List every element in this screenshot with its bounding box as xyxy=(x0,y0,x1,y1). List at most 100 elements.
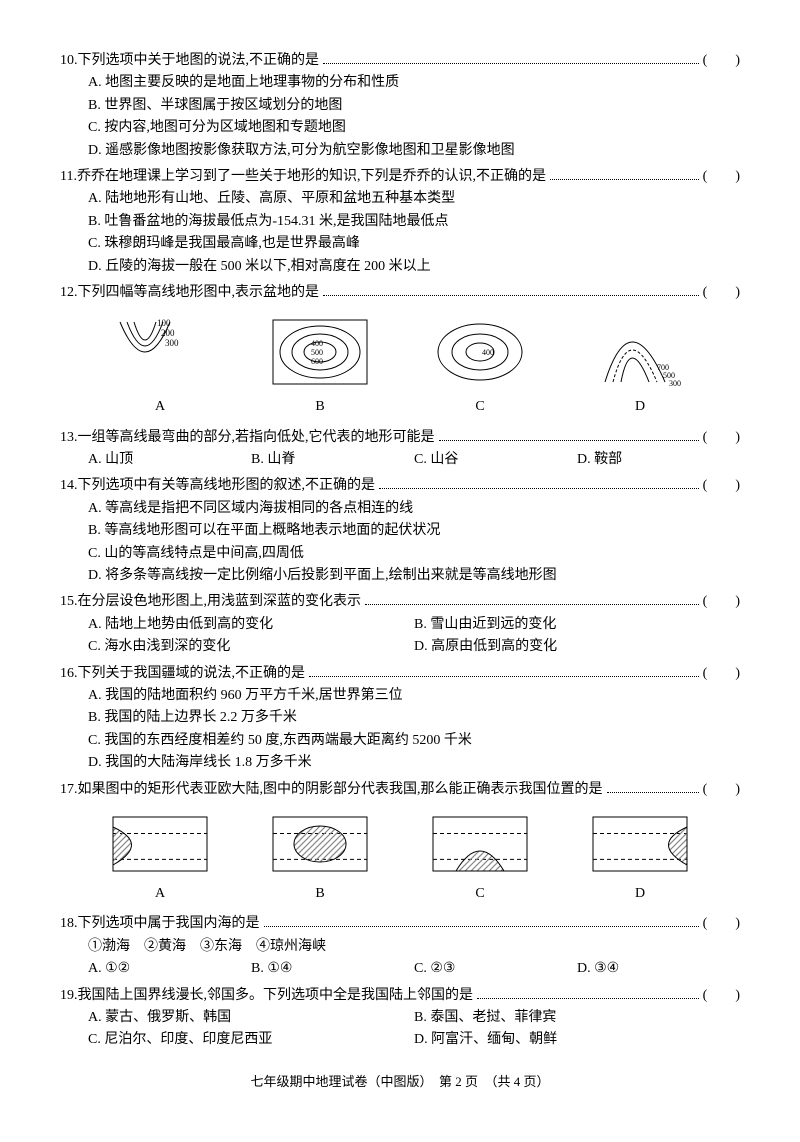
figure-item: 400 500 600 B xyxy=(265,312,375,418)
options: A. 蒙古、俄罗斯、韩国B. 泰国、老挝、菲律宾C. 尼泊尔、印度、印度尼西亚D… xyxy=(60,1007,740,1052)
question-stem-line: 14.下列选项中有关等高线地形图的叙述,不正确的是 ( ) xyxy=(60,475,740,497)
option: A. 等高线是指把不同区域内海拔相同的各点相连的线 xyxy=(88,498,740,520)
svg-text:100: 100 xyxy=(157,318,171,328)
options: A. 我国的陆地面积约 960 万平方千米,居世界第三位B. 我国的陆上边界长 … xyxy=(60,685,740,775)
option: D. 将多条等高线按一定比例缩小后投影到平面上,绘制出来就是等高线地形图 xyxy=(88,565,740,587)
option: B. ①④ xyxy=(251,958,414,980)
answer-paren: ( ) xyxy=(703,282,740,304)
leader-dots xyxy=(439,440,699,441)
option: D. 高原由低到高的变化 xyxy=(414,636,740,658)
question: 14.下列选项中有关等高线地形图的叙述,不正确的是 ( ) A. 等高线是指把不… xyxy=(60,475,740,587)
figure-row: A B C D xyxy=(60,809,740,905)
question-stem-line: 15.在分层设色地形图上,用浅蓝到深蓝的变化表示 ( ) xyxy=(60,591,740,613)
option: C. ②③ xyxy=(414,958,577,980)
question: 18.下列选项中属于我国内海的是 ( ) ①渤海 ②黄海 ③东海 ④琼州海峡A.… xyxy=(60,913,740,980)
figure-label: D xyxy=(585,396,695,418)
option: D. 遥感影像地图按影像获取方法,可分为航空影像地图和卫星影像地图 xyxy=(88,140,740,162)
question-stem: 19.我国陆上国界线漫长,邻国多。下列选项中全是我国陆上邻国的是 xyxy=(60,985,473,1007)
question-stem: 13.一组等高线最弯曲的部分,若指向低处,它代表的地形可能是 xyxy=(60,427,435,449)
svg-text:400: 400 xyxy=(311,339,323,348)
options: A. 地图主要反映的是地面上地理事物的分布和性质B. 世界图、半球图属于按区域划… xyxy=(60,72,740,162)
option: A. 陆地地形有山地、丘陵、高原、平原和盆地五种基本类型 xyxy=(88,188,740,210)
figure-label: C xyxy=(425,396,535,418)
option: C. 山谷 xyxy=(414,449,577,471)
options: A. 陆地地形有山地、丘陵、高原、平原和盆地五种基本类型B. 吐鲁番盆地的海拔最… xyxy=(60,188,740,278)
figure-label: D xyxy=(585,883,695,905)
figure-item: B xyxy=(265,809,375,905)
leader-dots xyxy=(607,792,699,793)
answer-paren: ( ) xyxy=(703,591,740,613)
question: 13.一组等高线最弯曲的部分,若指向低处,它代表的地形可能是 ( ) A. 山顶… xyxy=(60,427,740,472)
question-stem-line: 18.下列选项中属于我国内海的是 ( ) xyxy=(60,913,740,935)
question-stem: 12.下列四幅等高线地形图中,表示盆地的是 xyxy=(60,282,319,304)
option: B. 世界图、半球图属于按区域划分的地图 xyxy=(88,95,740,117)
figure-item: 700 500 300 D xyxy=(585,312,695,418)
option: A. 我国的陆地面积约 960 万平方千米,居世界第三位 xyxy=(88,685,740,707)
option: D. 鞍部 xyxy=(577,449,740,471)
question: 10.下列选项中关于地图的说法,不正确的是 ( ) A. 地图主要反映的是地面上… xyxy=(60,50,740,162)
question: 15.在分层设色地形图上,用浅蓝到深蓝的变化表示 ( ) A. 陆地上地势由低到… xyxy=(60,591,740,658)
question-stem-line: 13.一组等高线最弯曲的部分,若指向低处,它代表的地形可能是 ( ) xyxy=(60,427,740,449)
svg-text:500: 500 xyxy=(311,348,323,357)
question: 16.下列关于我国疆域的说法,不正确的是 ( ) A. 我国的陆地面积约 960… xyxy=(60,663,740,775)
option: A. ①② xyxy=(88,958,251,980)
options: A. ①②B. ①④C. ②③D. ③④ xyxy=(60,958,740,980)
question-stem-line: 10.下列选项中关于地图的说法,不正确的是 ( ) xyxy=(60,50,740,72)
option: D. 阿富汗、缅甸、朝鲜 xyxy=(414,1029,740,1051)
options: A. 陆地上地势由低到高的变化B. 雪山由近到远的变化C. 海水由浅到深的变化D… xyxy=(60,614,740,659)
option: B. 吐鲁番盆地的海拔最低点为-154.31 米,是我国陆地最低点 xyxy=(88,211,740,233)
question: 17.如果图中的矩形代表亚欧大陆,图中的阴影部分代表我国,那么能正确表示我国位置… xyxy=(60,779,740,906)
contour-c-svg: 400 xyxy=(425,312,535,392)
figure-row: 100 200 300 A 400 500 600 B 400 C 700 50… xyxy=(60,312,740,418)
answer-paren: ( ) xyxy=(703,427,740,449)
question-stem: 10.下列选项中关于地图的说法,不正确的是 xyxy=(60,50,319,72)
option: C. 海水由浅到深的变化 xyxy=(88,636,414,658)
option: C. 珠穆朗玛峰是我国最高峰,也是世界最高峰 xyxy=(88,233,740,255)
answer-paren: ( ) xyxy=(703,475,740,497)
contour-d-svg: 700 500 300 xyxy=(585,312,695,392)
option: C. 尼泊尔、印度、印度尼西亚 xyxy=(88,1029,414,1051)
svg-text:300: 300 xyxy=(165,338,179,348)
svg-text:200: 200 xyxy=(161,328,175,338)
figure-label: B xyxy=(265,396,375,418)
figure-label: C xyxy=(425,883,535,905)
question: 12.下列四幅等高线地形图中,表示盆地的是 ( ) 100 200 300 A … xyxy=(60,282,740,419)
question-stem-line: 17.如果图中的矩形代表亚欧大陆,图中的阴影部分代表我国,那么能正确表示我国位置… xyxy=(60,779,740,801)
svg-text:400: 400 xyxy=(482,348,494,357)
footer-text: 七年级期中地理试卷（中图版） 第 2 页 （共 4 页） xyxy=(250,1074,549,1089)
option: B. 泰国、老挝、菲律宾 xyxy=(414,1007,740,1029)
option: C. 山的等高线特点是中间高,四周低 xyxy=(88,543,740,565)
option: D. ③④ xyxy=(577,958,740,980)
option: D. 丘陵的海拔一般在 500 米以下,相对高度在 200 米以上 xyxy=(88,256,740,278)
question-stem: 11.乔乔在地理课上学习到了一些关于地形的知识,下列是乔乔的认识,不正确的是 xyxy=(60,166,546,188)
option: A. 山顶 xyxy=(88,449,251,471)
figure-item: D xyxy=(585,809,695,905)
page-footer: 七年级期中地理试卷（中图版） 第 2 页 （共 4 页） xyxy=(60,1072,740,1093)
question-stem: 17.如果图中的矩形代表亚欧大陆,图中的阴影部分代表我国,那么能正确表示我国位置… xyxy=(60,779,603,801)
question-stem: 18.下列选项中属于我国内海的是 xyxy=(60,913,260,935)
question: 19.我国陆上国界线漫长,邻国多。下列选项中全是我国陆上邻国的是 ( ) A. … xyxy=(60,985,740,1052)
exam-page: 10.下列选项中关于地图的说法,不正确的是 ( ) A. 地图主要反映的是地面上… xyxy=(60,50,740,1052)
answer-paren: ( ) xyxy=(703,663,740,685)
option: A. 蒙古、俄罗斯、韩国 xyxy=(88,1007,414,1029)
question-stem: 16.下列关于我国疆域的说法,不正确的是 xyxy=(60,663,305,685)
leader-dots xyxy=(309,676,699,677)
contour-b-svg: 400 500 600 xyxy=(265,312,375,392)
leader-dots xyxy=(323,63,699,64)
question-stem-line: 11.乔乔在地理课上学习到了一些关于地形的知识,下列是乔乔的认识,不正确的是 (… xyxy=(60,166,740,188)
option: A. 陆地上地势由低到高的变化 xyxy=(88,614,414,636)
question: 11.乔乔在地理课上学习到了一些关于地形的知识,下列是乔乔的认识,不正确的是 (… xyxy=(60,166,740,278)
question-subline: ①渤海 ②黄海 ③东海 ④琼州海峡 xyxy=(60,936,740,958)
figure-label: A xyxy=(105,883,215,905)
figure-item: 100 200 300 A xyxy=(105,312,215,418)
figure-label: B xyxy=(265,883,375,905)
leader-dots xyxy=(379,488,699,489)
option: D. 我国的大陆海岸线长 1.8 万多千米 xyxy=(88,752,740,774)
options: A. 等高线是指把不同区域内海拔相同的各点相连的线B. 等高线地形图可以在平面上… xyxy=(60,498,740,588)
contour-a-svg: 100 200 300 xyxy=(105,312,215,392)
svg-text:300: 300 xyxy=(669,379,681,388)
leader-dots xyxy=(365,604,699,605)
option: C. 我国的东西经度相差约 50 度,东西两端最大距离约 5200 千米 xyxy=(88,730,740,752)
figure-item: C xyxy=(425,809,535,905)
answer-paren: ( ) xyxy=(703,166,740,188)
